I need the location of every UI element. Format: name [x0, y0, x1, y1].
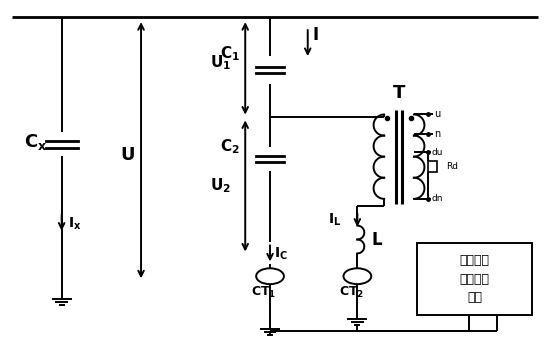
- Text: $\mathbf{L}$: $\mathbf{L}$: [371, 232, 384, 250]
- Text: $\mathbf{C_1}$: $\mathbf{C_1}$: [220, 44, 241, 63]
- Text: $\mathbf{C_2}$: $\mathbf{C_2}$: [220, 137, 240, 156]
- Text: 电流向量: 电流向量: [459, 254, 489, 267]
- Text: 单元: 单元: [467, 291, 482, 304]
- Text: $\mathbf{U_2}$: $\mathbf{U_2}$: [210, 177, 231, 195]
- Text: $\mathbf{U_1}$: $\mathbf{U_1}$: [210, 53, 231, 72]
- Text: n: n: [433, 129, 440, 139]
- Text: Rd: Rd: [446, 161, 458, 171]
- Text: $\mathbf{CT_2}$: $\mathbf{CT_2}$: [339, 285, 364, 300]
- Bar: [429, 161, 437, 172]
- Text: $\mathbf{CT_1}$: $\mathbf{CT_1}$: [252, 285, 277, 300]
- Text: $\mathbf{I}$: $\mathbf{I}$: [312, 26, 318, 44]
- Text: $\mathbf{I_x}$: $\mathbf{I_x}$: [67, 216, 81, 232]
- Text: $\mathbf{U}$: $\mathbf{U}$: [119, 146, 135, 164]
- Text: du: du: [432, 148, 443, 157]
- Text: $\mathbf{C_x}$: $\mathbf{C_x}$: [24, 132, 47, 152]
- Text: $\mathbf{T}$: $\mathbf{T}$: [392, 84, 406, 102]
- Text: $\mathbf{I_L}$: $\mathbf{I_L}$: [328, 212, 341, 228]
- Bar: [417, 244, 532, 315]
- Text: u: u: [433, 109, 440, 120]
- Text: 采集计算: 采集计算: [459, 273, 489, 286]
- Text: $\mathbf{I_C}$: $\mathbf{I_C}$: [274, 245, 288, 262]
- Text: dn: dn: [432, 194, 443, 203]
